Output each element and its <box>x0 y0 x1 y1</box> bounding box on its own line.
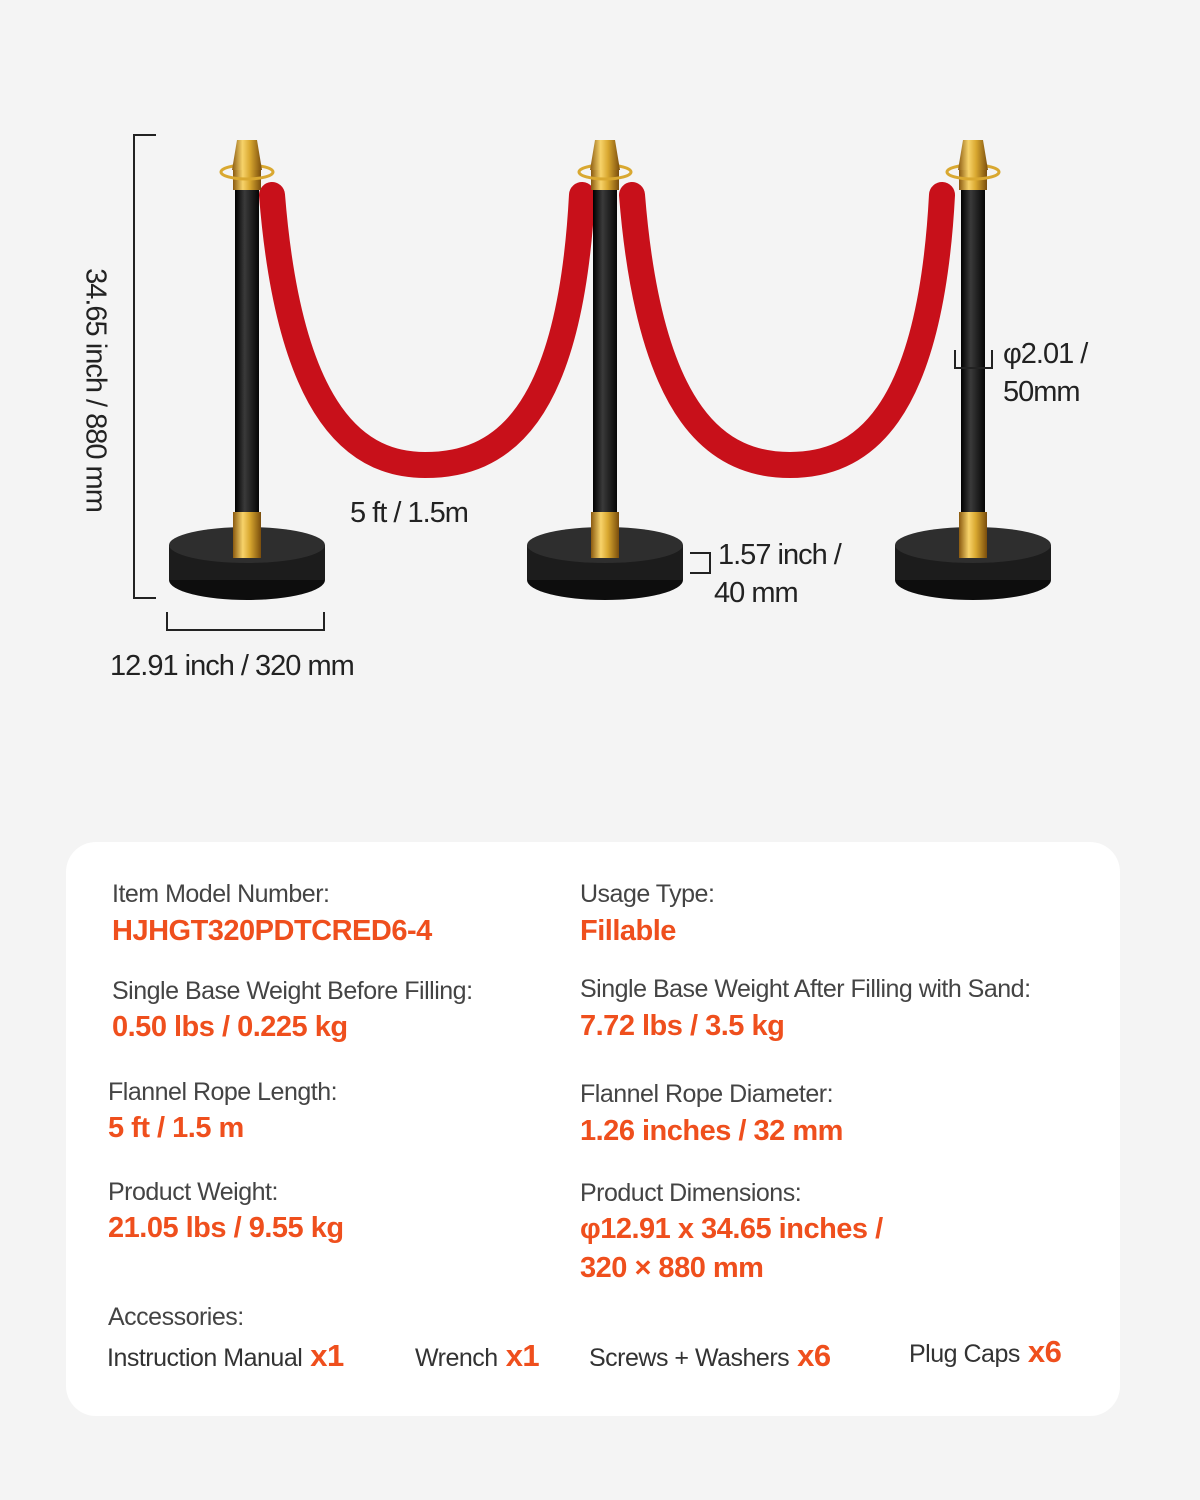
accessory-item: Instruction Manual x1 <box>107 1338 344 1374</box>
after-value: 7.72 lbs / 3.5 kg <box>580 1010 785 1042</box>
model-value: HJHGT320PDTCRED6-4 <box>112 915 432 947</box>
pole-diameter-dimension-2: 50mm <box>1003 376 1081 408</box>
dimensions-value-1: φ12.91 x 34.65 inches / <box>580 1213 883 1245</box>
accessory-qty: x1 <box>310 1338 344 1373</box>
base-height-dimension-2: 40 mm <box>714 577 799 609</box>
accessory-name: Wrench <box>415 1344 498 1372</box>
base-height-dimension-1: 1.57 inch / <box>718 539 842 571</box>
dimension-lines <box>133 134 993 631</box>
stanchion-illustration <box>133 134 1051 631</box>
accessory-qty: x1 <box>505 1338 540 1373</box>
accessory-name: Plug Caps <box>909 1340 1020 1368</box>
accessory-name: Screws + Washers <box>589 1344 790 1372</box>
rope-right <box>619 182 955 479</box>
accessories-label: Accessories: <box>108 1303 244 1331</box>
usage-label: Usage Type: <box>580 880 715 908</box>
rope-length-label: Flannel Rope Length: <box>108 1078 338 1106</box>
usage-value: Fillable <box>580 915 676 947</box>
accessory-qty: x6 <box>1027 1334 1062 1369</box>
post-bottom-collar <box>959 512 987 558</box>
height-dimension: 34.65 inch / 880 mm <box>79 268 112 512</box>
pole-diameter-dimension-1: φ2.01 / <box>1003 338 1088 370</box>
after-label: Single Base Weight After Filling with Sa… <box>580 975 1031 1003</box>
base-diameter-dimension: 12.91 inch / 320 mm <box>110 650 355 682</box>
weight-value: 21.05 lbs / 9.55 kg <box>108 1212 344 1244</box>
before-label: Single Base Weight Before Filling: <box>112 977 473 1005</box>
accessory-qty: x6 <box>797 1338 831 1373</box>
rope-left <box>259 182 595 479</box>
before-value: 0.50 lbs / 0.225 kg <box>112 1011 348 1043</box>
accessory-item: Wrench x1 <box>415 1338 540 1374</box>
post-pole <box>961 180 985 520</box>
post-top-cap <box>958 140 988 170</box>
accessory-item: Plug Caps x6 <box>909 1334 1062 1370</box>
rope-length-value: 5 ft / 1.5 m <box>108 1112 244 1144</box>
post-bottom-collar <box>233 512 261 558</box>
post-pole <box>593 180 617 520</box>
rope-diameter-value: 1.26 inches / 32 mm <box>580 1115 843 1147</box>
spec-card <box>66 842 1120 1416</box>
post-pole <box>235 180 259 520</box>
dimensions-value-2: 320 × 880 mm <box>580 1252 764 1284</box>
model-label: Item Model Number: <box>112 880 330 908</box>
accessory-item: Screws + Washers x6 <box>589 1338 831 1374</box>
rope-diameter-label: Flannel Rope Diameter: <box>580 1080 834 1108</box>
post-top-cap <box>590 140 620 170</box>
post-top-cap <box>232 140 262 170</box>
weight-label: Product Weight: <box>108 1178 278 1206</box>
accessory-name: Instruction Manual <box>107 1344 303 1372</box>
dimensions-label: Product Dimensions: <box>580 1179 802 1207</box>
post-bottom-collar <box>591 512 619 558</box>
rope-length-dimension: 5 ft / 1.5m <box>350 497 469 529</box>
